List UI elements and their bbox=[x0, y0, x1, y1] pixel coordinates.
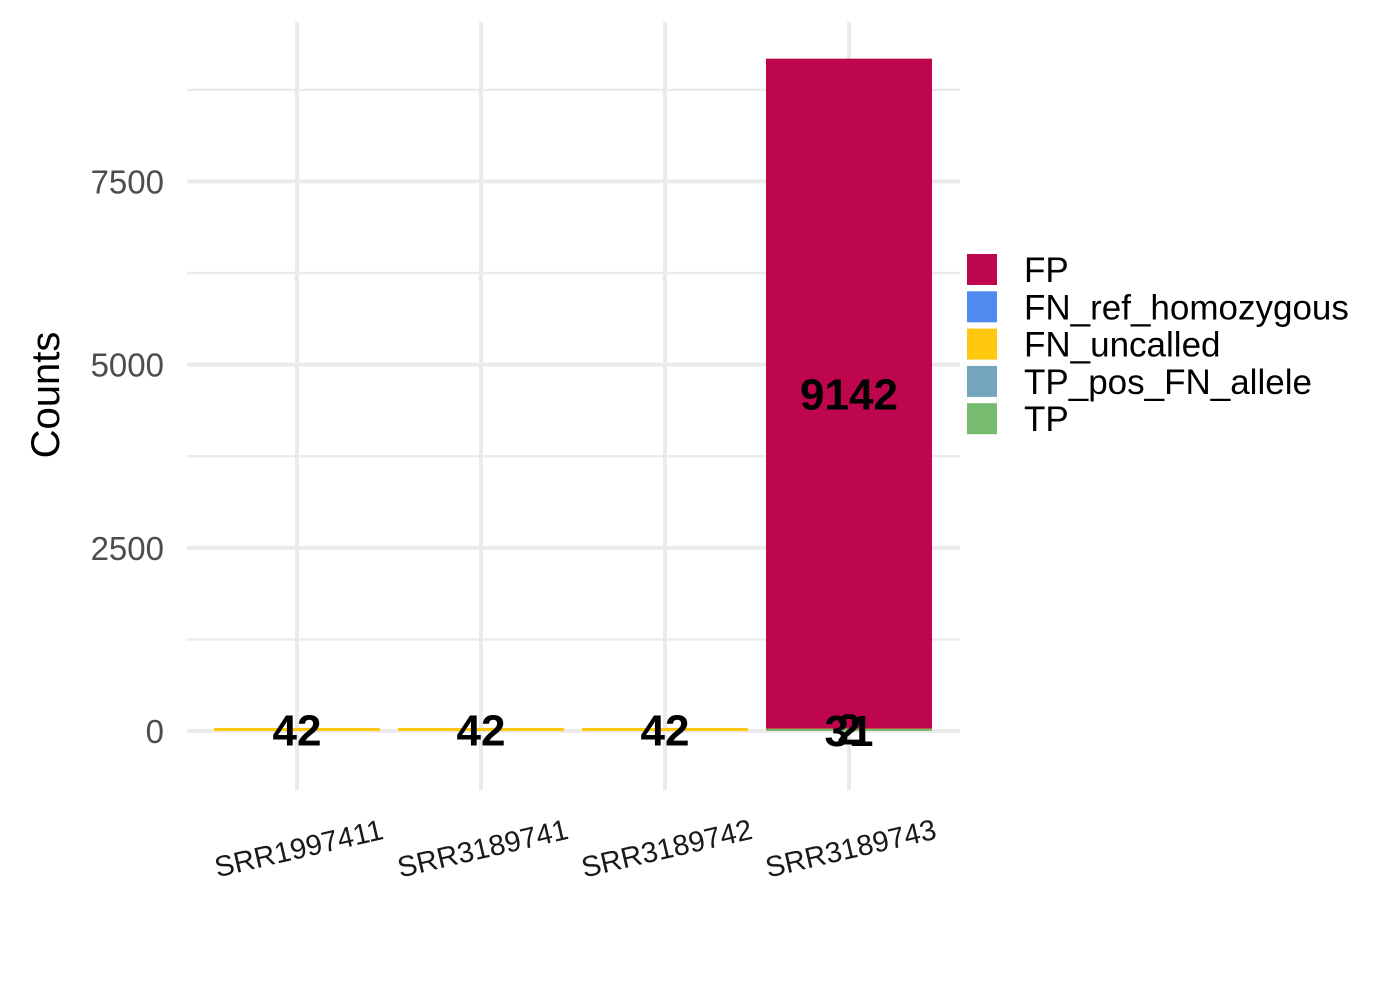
legend-key-fn-uncalled bbox=[967, 328, 997, 360]
bar-segment-fn-uncalled bbox=[214, 727, 380, 731]
y-tick-label: 7500 bbox=[91, 163, 164, 200]
legend-label-fn-uncalled: FN_uncalled bbox=[1024, 326, 1221, 365]
bar-segment-tp bbox=[766, 728, 932, 731]
x-tick-label: SRR3189743 bbox=[763, 814, 940, 884]
y-tick-label: 0 bbox=[146, 713, 164, 750]
legend: FPFN_ref_homozygousFN_uncalledTP_pos_FN_… bbox=[967, 251, 1349, 439]
y-axis-ticks: 0 2500 5000 7500 bbox=[91, 163, 164, 750]
data-label-fn-uncalled: 42 bbox=[273, 706, 322, 755]
x-tick-label: SRR3189742 bbox=[579, 814, 756, 884]
data-label-fn-uncalled: 2 bbox=[837, 706, 861, 755]
legend-label-fn-ref-homozygous: FN_ref_homozygous bbox=[1024, 288, 1349, 327]
legend-key-tp-pos-fn-allele bbox=[967, 365, 997, 397]
y-tick-label: 2500 bbox=[91, 530, 164, 567]
bar-segment-fn-uncalled bbox=[398, 727, 564, 731]
x-tick-label: SRR3189741 bbox=[395, 814, 572, 884]
legend-label-fp: FP bbox=[1024, 251, 1069, 290]
bars bbox=[214, 58, 932, 731]
data-label-fn-uncalled: 42 bbox=[457, 706, 506, 755]
bar-segment-fp bbox=[766, 58, 932, 729]
x-tick-label: SRR1997411 bbox=[212, 814, 387, 884]
legend-label-tp: TP bbox=[1024, 400, 1069, 439]
legend-label-tp-pos-fn-allele: TP_pos_FN_allele bbox=[1024, 363, 1312, 402]
data-labels: 42 42 42 312 9142 bbox=[273, 371, 898, 756]
x-axis-ticks: SRR1997411 SRR3189741 SRR3189742 SRR3189743 bbox=[212, 814, 940, 884]
bar-segment-fn-uncalled bbox=[582, 727, 748, 731]
data-label-fp: 9142 bbox=[800, 371, 898, 420]
y-axis-title: Counts bbox=[24, 332, 68, 459]
data-label-tp: 31 bbox=[825, 707, 874, 756]
legend-key-tp bbox=[967, 403, 997, 435]
legend-key-fp bbox=[967, 254, 997, 285]
data-label-fn-uncalled: 42 bbox=[641, 706, 690, 755]
legend-key-fn-ref-homozygous bbox=[967, 291, 997, 323]
y-tick-label: 5000 bbox=[91, 347, 164, 384]
